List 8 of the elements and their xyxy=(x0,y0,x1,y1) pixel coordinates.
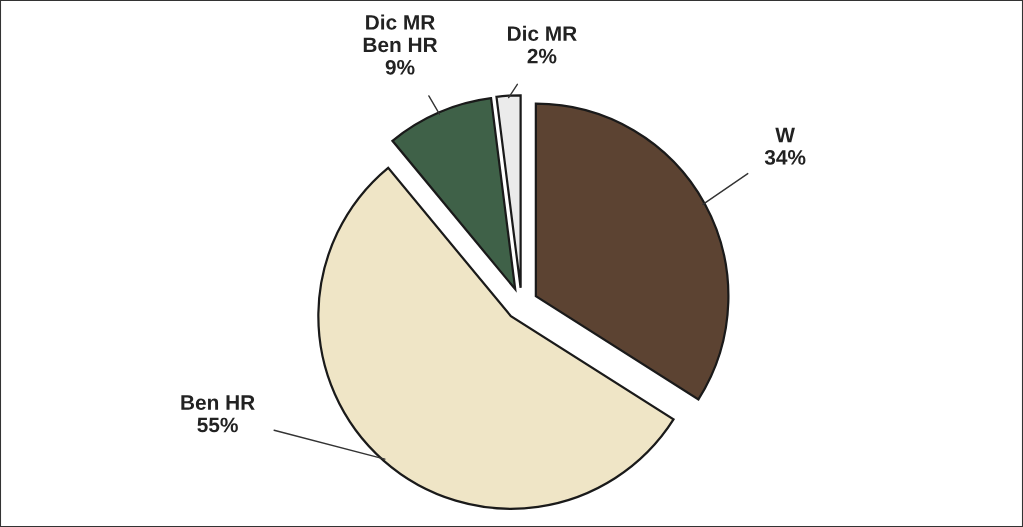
slice-label: Ben HR xyxy=(181,395,255,410)
slice-label: Dic MR Ben HR xyxy=(363,14,438,53)
slice-label: Dic MR xyxy=(507,25,577,41)
data-label: 55% xyxy=(197,417,238,433)
data-label: 34% xyxy=(764,150,806,165)
data-label: 2% xyxy=(527,48,557,64)
data-label: 9% xyxy=(385,59,415,75)
slice-label: W xyxy=(775,127,795,143)
